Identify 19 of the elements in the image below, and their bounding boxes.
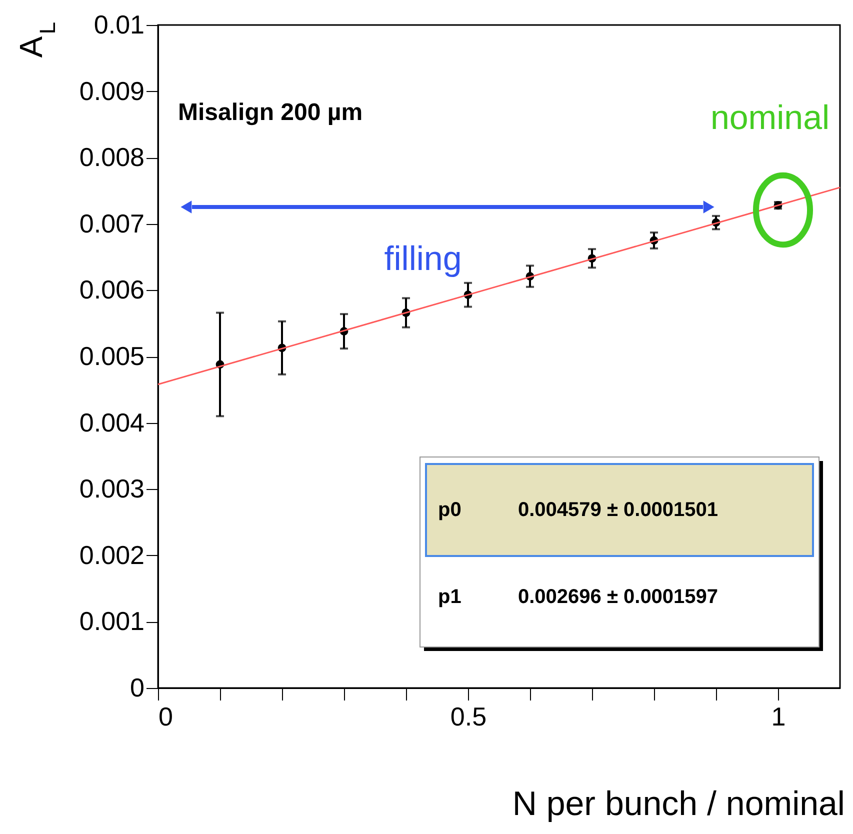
y-tick-label: 0.006 xyxy=(79,274,144,305)
y-tick-label: 0 xyxy=(130,672,144,702)
y-tick-label: 0.005 xyxy=(79,341,144,371)
y-tick-label: 0.009 xyxy=(79,76,144,106)
y-tick-label: 0.002 xyxy=(79,540,144,570)
x-tick-label: 1 xyxy=(771,702,786,732)
x-tick-label: 0.5 xyxy=(450,702,487,732)
x-tick-label: 0 xyxy=(158,702,173,732)
annotation: filling xyxy=(384,240,462,278)
x-axis-title: N per bunch / nominal xyxy=(512,785,845,823)
y-tick-label: 0.01 xyxy=(94,10,144,40)
annotation: nominal xyxy=(710,99,830,137)
y-axis-title: AL xyxy=(13,22,60,58)
annotation: Misalign 200 µm xyxy=(178,99,363,126)
y-tick-label: 0.003 xyxy=(79,474,144,504)
y-tick-label: 0.004 xyxy=(79,407,144,438)
y-tick-label: 0.001 xyxy=(79,606,144,636)
y-tick-label: 0.007 xyxy=(79,208,144,238)
y-tick-label: 0.008 xyxy=(79,142,144,172)
